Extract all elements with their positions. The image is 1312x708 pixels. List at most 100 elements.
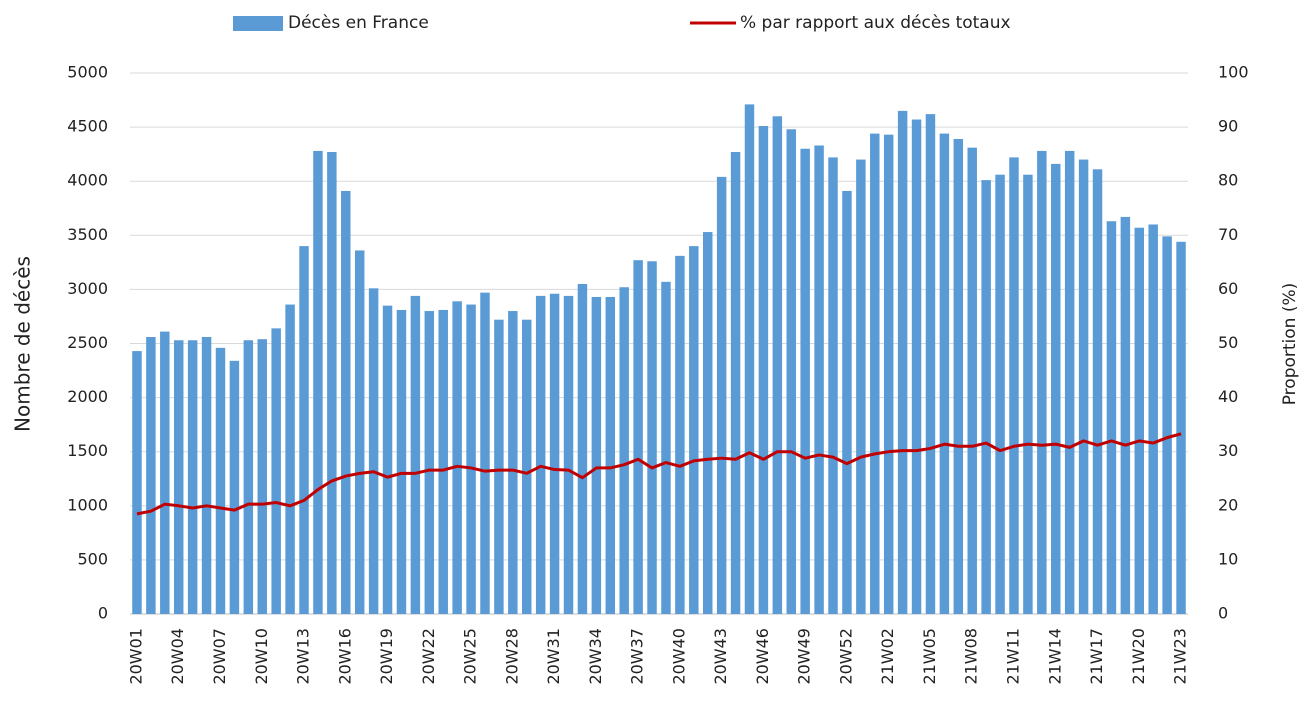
x-tick-label: 20W37 xyxy=(628,628,647,685)
bar xyxy=(800,148,810,615)
bar xyxy=(160,331,170,614)
y2-axis-title: Proportion (%) xyxy=(1280,283,1300,406)
bar xyxy=(647,261,657,614)
y-tick-label: 3500 xyxy=(67,225,108,244)
bar xyxy=(396,309,407,614)
bar xyxy=(368,288,379,614)
x-tick-label: 21W11 xyxy=(1003,628,1022,685)
line xyxy=(136,432,1182,516)
bar xyxy=(619,287,629,614)
bar xyxy=(744,104,755,615)
bar xyxy=(327,151,337,614)
y-tick-label: 1500 xyxy=(67,441,108,460)
bar xyxy=(466,304,476,614)
bar xyxy=(508,311,518,614)
bar xyxy=(716,176,727,614)
x-tick-label: 21W20 xyxy=(1129,628,1148,685)
x-tick-label: 20W43 xyxy=(711,628,730,685)
bar xyxy=(591,296,602,614)
y-tick-label: 5000 xyxy=(67,63,108,82)
bar xyxy=(563,295,574,614)
bar xyxy=(939,133,950,615)
y2-tick-label: 90 xyxy=(1218,117,1238,136)
bar xyxy=(1023,174,1033,614)
x-tick-label: 20W52 xyxy=(836,628,855,685)
bar xyxy=(452,301,462,614)
bar xyxy=(299,246,309,614)
y-tick-label: 1000 xyxy=(67,495,108,514)
y2-tick-label: 30 xyxy=(1218,441,1238,460)
x-tick-label: 20W07 xyxy=(210,628,229,685)
x-tick-label: 21W23 xyxy=(1171,628,1190,685)
legend-label: % par rapport aux décès totaux xyxy=(740,13,1011,33)
bar xyxy=(689,246,699,614)
x-tick-label: 20W13 xyxy=(294,628,313,685)
bar xyxy=(758,126,769,614)
bar xyxy=(1064,150,1075,615)
y2-tick-label: 100 xyxy=(1218,63,1249,82)
x-tick-label: 21W14 xyxy=(1045,628,1064,685)
x-tick-label: 20W46 xyxy=(753,628,772,685)
y2-tick-label: 50 xyxy=(1218,333,1238,352)
x-tick-label: 21W05 xyxy=(920,628,939,685)
bar xyxy=(424,311,435,614)
bar xyxy=(549,293,560,614)
x-tick-label: 20W31 xyxy=(544,628,563,685)
bar xyxy=(883,134,894,614)
bar xyxy=(173,340,184,614)
bar xyxy=(494,319,504,614)
bar xyxy=(730,151,741,614)
bar xyxy=(1009,157,1019,614)
bar xyxy=(271,328,281,614)
y2-tick-label: 0 xyxy=(1218,604,1228,623)
bar xyxy=(354,250,365,614)
bar xyxy=(1078,159,1089,614)
bar xyxy=(1051,163,1061,614)
bar xyxy=(995,174,1005,614)
x-tick-label: 21W17 xyxy=(1087,628,1106,685)
x-tick-label: 20W22 xyxy=(419,628,438,685)
bar xyxy=(1037,150,1047,615)
bar xyxy=(661,281,671,614)
y2-tick-label: 70 xyxy=(1218,225,1238,244)
y-tick-label: 0 xyxy=(98,604,108,623)
bar xyxy=(967,147,977,614)
legend-swatch xyxy=(233,16,283,31)
bar xyxy=(201,337,212,614)
bar xyxy=(1176,241,1186,615)
y-tick-label: 4000 xyxy=(67,171,108,190)
bar xyxy=(410,295,421,614)
x-tick-label: 20W28 xyxy=(502,628,521,685)
bar xyxy=(1120,216,1131,614)
x-tick-label: 20W34 xyxy=(586,628,605,685)
bar xyxy=(1148,224,1158,615)
y-tick-label: 4500 xyxy=(67,117,108,136)
x-tick-label: 20W49 xyxy=(795,628,814,685)
bar xyxy=(243,340,254,614)
bar xyxy=(187,340,198,614)
x-tick-label: 20W10 xyxy=(252,628,271,685)
bar xyxy=(633,260,643,614)
bar xyxy=(814,145,824,614)
y2-tick-label: 10 xyxy=(1218,549,1238,568)
bar xyxy=(1162,236,1172,614)
bar xyxy=(535,295,546,614)
bar xyxy=(341,190,351,615)
legend-label: Décès en France xyxy=(288,13,429,33)
bar xyxy=(925,114,936,614)
bar xyxy=(1106,221,1117,614)
bar xyxy=(215,347,226,614)
bar xyxy=(132,351,142,614)
bar xyxy=(1134,227,1145,614)
bar xyxy=(953,139,964,614)
y-tick-label: 2000 xyxy=(67,387,108,406)
x-tick-label: 21W02 xyxy=(878,628,897,685)
x-tick-label: 20W01 xyxy=(126,628,145,685)
bar xyxy=(675,255,685,614)
bar xyxy=(382,305,393,614)
y-tick-label: 3000 xyxy=(67,279,108,298)
y-tick-label: 500 xyxy=(77,549,108,568)
bar xyxy=(897,110,908,615)
bar xyxy=(480,292,490,614)
